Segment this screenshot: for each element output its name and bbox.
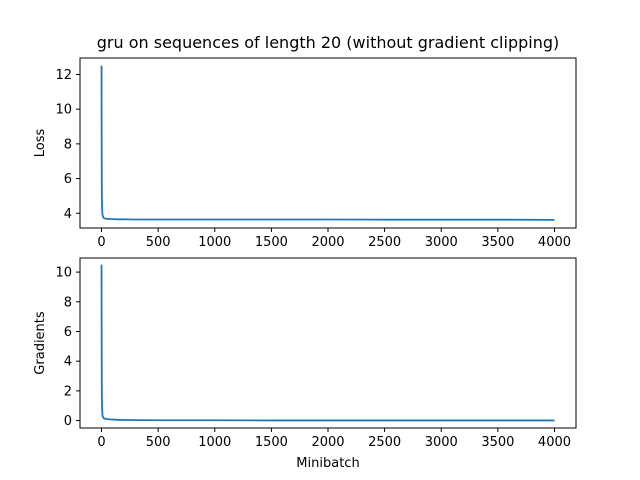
- chart1-ytick-label: 12: [55, 68, 72, 83]
- chart2-xtick-label: 1000: [198, 435, 231, 450]
- chart2-ytick-label: 6: [64, 325, 72, 340]
- chart2-xtick-label: 500: [146, 435, 171, 450]
- chart1-series-line-1: [100, 65, 555, 221]
- chart1-ytick-label: 8: [64, 137, 72, 152]
- chart1-xtick-label: 0: [97, 235, 105, 250]
- chart1-ytick-label: 10: [55, 103, 72, 118]
- chart1-xtick-label: 4000: [538, 235, 571, 250]
- chart2-ylabel: Gradients: [33, 311, 48, 375]
- chart1-xtick-label: 500: [146, 235, 171, 250]
- chart2-xlabel: Minibatch: [296, 456, 359, 471]
- chart2-ytick-label: 4: [64, 355, 72, 370]
- chart1-xtick-label: 3500: [481, 235, 514, 250]
- chart2-xtick-label: 3000: [425, 435, 458, 450]
- chart2-xtick-label: 3500: [481, 435, 514, 450]
- chart1-axes-frame: [79, 57, 577, 229]
- chart1-xtick-label: 2500: [368, 235, 401, 250]
- chart2-xtick-label: 2000: [311, 435, 344, 450]
- chart2-xtick-label: 0: [97, 435, 105, 450]
- chart2-ytick-label: 2: [64, 384, 72, 399]
- chart1-xtick-label: 1500: [255, 235, 288, 250]
- chart1-ytick-label: 4: [64, 207, 72, 222]
- chart2-xtick-label: 4000: [538, 435, 571, 450]
- chart1-ytick-label: 6: [64, 172, 72, 187]
- chart1-xtick-label: 3000: [425, 235, 458, 250]
- chart2-series-line-1: [100, 264, 555, 422]
- chart1-xtick-label: 1000: [198, 235, 231, 250]
- chart1-xtick-label: 2000: [311, 235, 344, 250]
- chart1-ylabel: Loss: [33, 129, 48, 158]
- chart2-xtick-label: 2500: [368, 435, 401, 450]
- chart2-ytick-label: 10: [55, 266, 72, 281]
- chart1-title: gru on sequences of length 20 (without g…: [97, 33, 559, 52]
- chart2-ytick-label: 0: [64, 414, 72, 429]
- chart2-xtick-label: 1500: [255, 435, 288, 450]
- chart2-axes-frame: [79, 257, 577, 429]
- chart2-ytick-label: 8: [64, 295, 72, 310]
